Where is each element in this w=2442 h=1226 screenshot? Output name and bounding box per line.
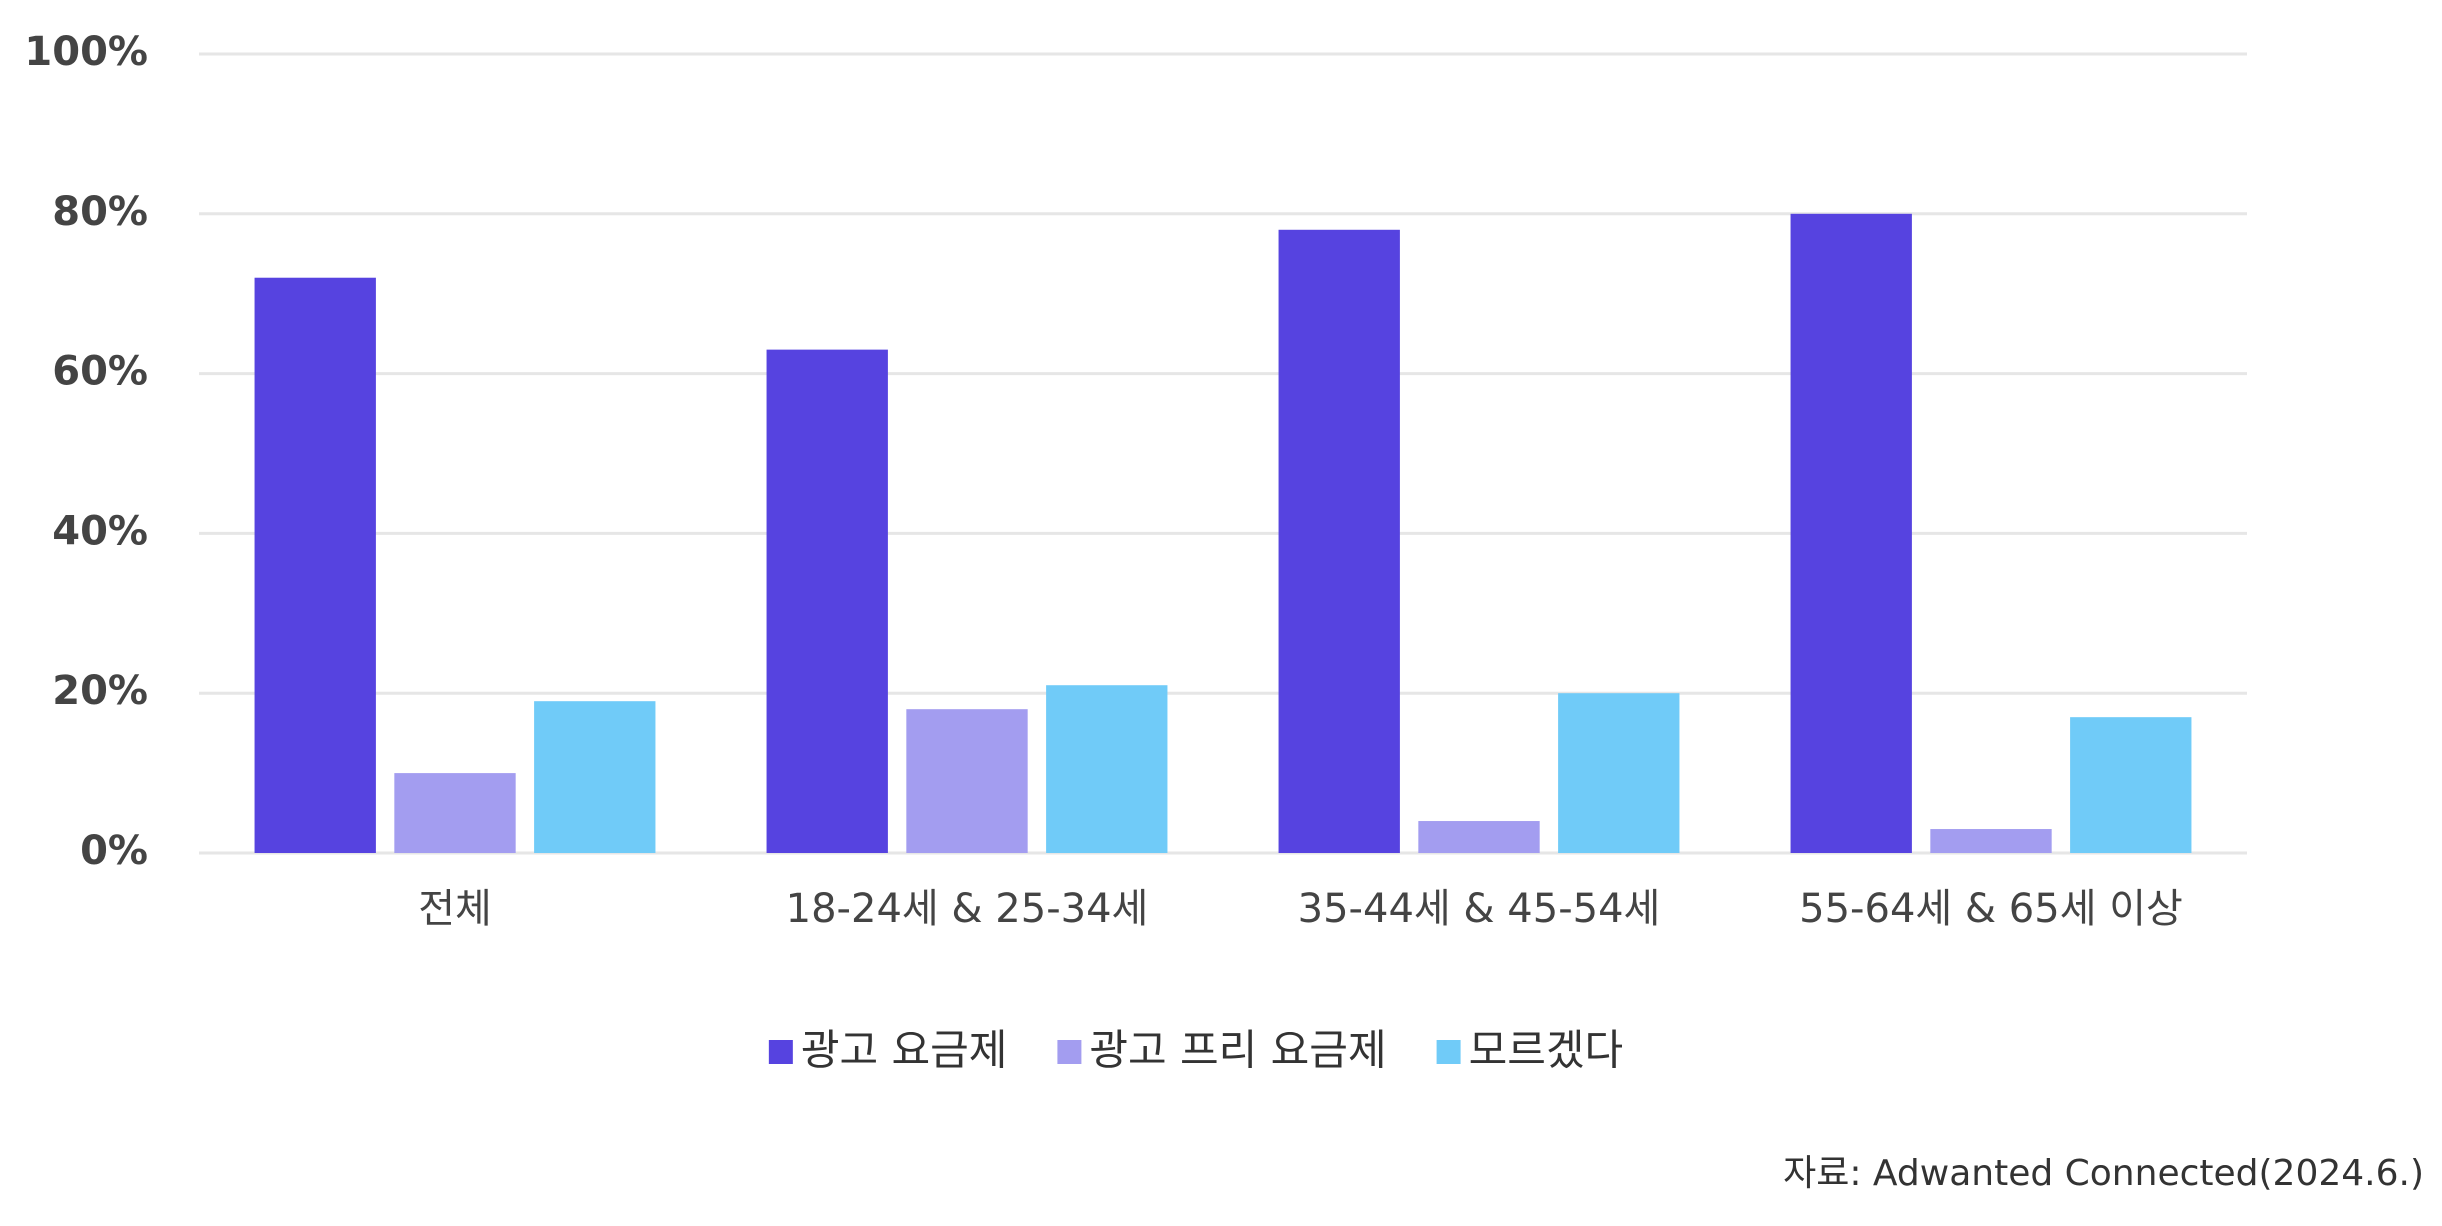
bar [1278,229,1400,853]
bar [1418,821,1540,853]
legend-label: 광고 요금제 [801,1026,1008,1075]
legend-label: 광고 프리 요금제 [1089,1026,1386,1075]
bar [766,349,888,853]
bar [1046,685,1168,853]
x-tick-label: 35-44세 & 45-54세 [1298,886,1661,932]
y-tick-label: 100% [24,29,148,75]
x-tick-label: 18-24세 & 25-34세 [786,886,1149,932]
y-tick-label: 60% [52,349,148,395]
bar [906,709,1028,853]
bar [1558,693,1680,853]
legend-swatch [1436,1040,1461,1064]
y-tick-label: 40% [52,508,148,554]
bar [1790,213,1912,854]
x-tick-label: 55-64세 & 65세 이상 [1799,886,2183,932]
bar [534,701,656,853]
legend-label: 모르겠다 [1469,1026,1624,1075]
bar [2070,717,2192,853]
legend-swatch [1057,1040,1082,1064]
bar [394,773,516,853]
bar [1930,829,2052,853]
y-tick-label: 0% [80,828,148,874]
bar [254,277,376,854]
source-note: 자료: Adwanted Connected(2024.6.) [1783,1153,2424,1194]
legend-swatch [768,1040,793,1064]
y-tick-label: 80% [52,189,148,235]
y-tick-label: 20% [52,668,148,714]
x-tick-label: 전체 [418,886,492,932]
